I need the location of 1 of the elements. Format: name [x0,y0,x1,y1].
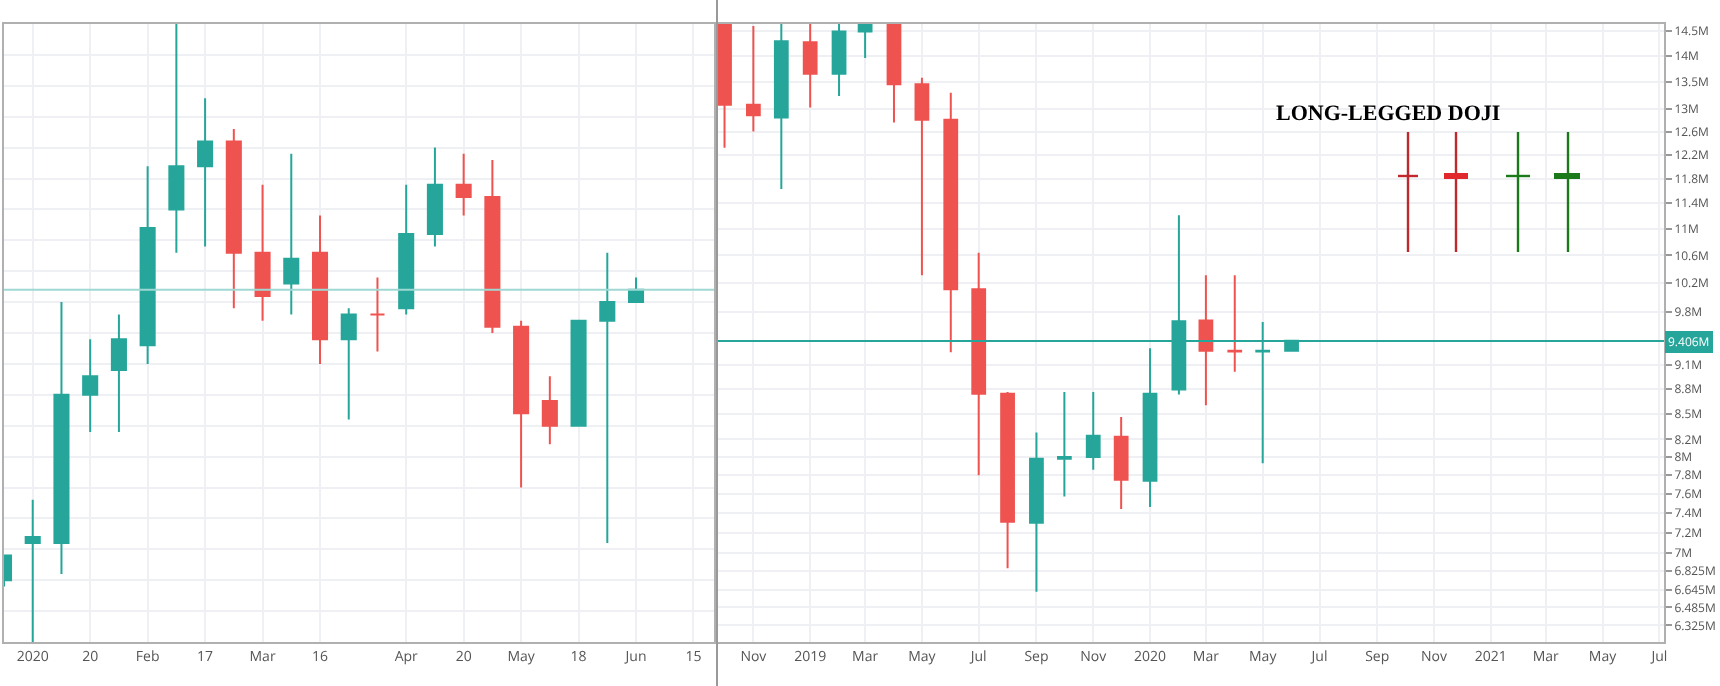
annotation: LONG-LEGGED DOJI [1276,102,1501,126]
